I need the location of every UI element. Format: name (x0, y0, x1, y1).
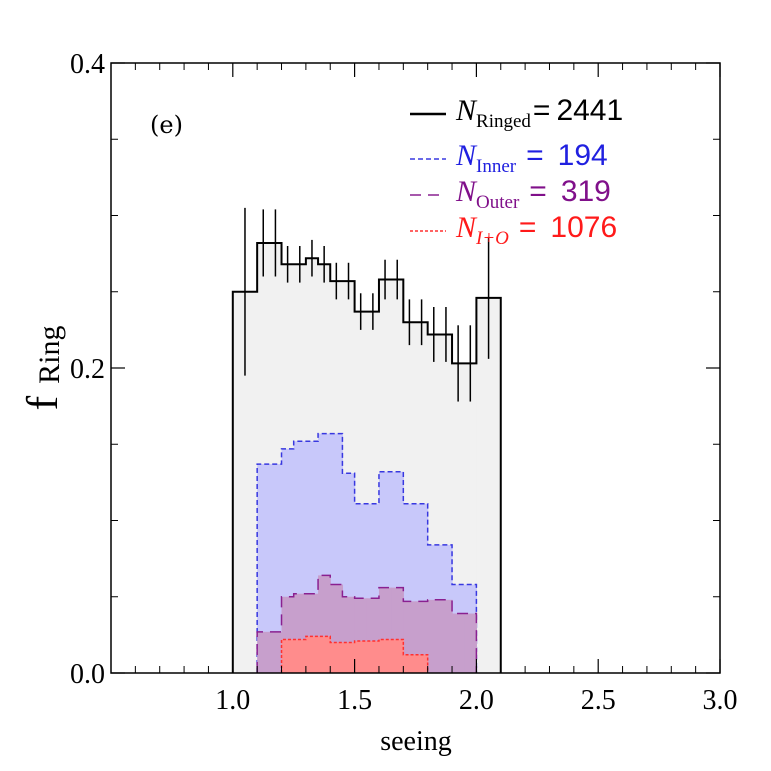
legend-symbol: N (455, 139, 478, 172)
y-axis-title: f Ring (18, 325, 67, 410)
bar-outer (269, 631, 283, 673)
legend-entry-inner: NInner = 194 (455, 139, 608, 177)
legend-count: 194 (558, 139, 608, 172)
bar-outer (427, 599, 441, 673)
x-tick-label: 1.0 (215, 685, 250, 716)
x-tick-label: 1.5 (337, 685, 372, 716)
panel-label: (e) (150, 111, 183, 139)
bar-inner (269, 464, 283, 673)
x-tick-label: 3.0 (703, 685, 738, 716)
bar-outer (439, 599, 453, 673)
bar-inner (257, 464, 270, 673)
histogram-layer (231, 241, 502, 673)
y-tick-label: 0.0 (70, 659, 105, 690)
y-tick-label: 0.2 (70, 354, 105, 385)
bar-i-o (342, 642, 356, 673)
y-tick-label: 0.4 (70, 49, 105, 80)
legend-subscript: I+O (475, 228, 509, 249)
legend-equals: = (526, 139, 544, 172)
bar-i-o (366, 640, 380, 673)
x-tick-label: 2.0 (459, 685, 494, 716)
outline-inner (256, 432, 478, 673)
bar-i-o (415, 654, 429, 673)
bar-i-o (330, 642, 344, 673)
tick-layer: 1.0 1.5 2.0 2.5 3.0 0.0 0.2 0.4 (70, 49, 738, 716)
legend-equals: = (529, 175, 547, 208)
bar-i-o (378, 639, 392, 673)
series-i-o (280, 635, 429, 673)
legend-count: 2441 (556, 94, 623, 127)
legend-count: 1076 (550, 211, 617, 244)
bar-outer (464, 613, 477, 673)
legend-entry-i-o: NI+O = 1076 (455, 211, 617, 249)
legend-entry-outer: NOuter = 319 (455, 175, 611, 213)
bar-i-o (293, 639, 307, 673)
errorbar-layer (244, 207, 490, 402)
legend-equals: = (533, 94, 551, 127)
legend-symbol: N (455, 175, 478, 208)
legend-symbol: N (455, 211, 478, 244)
bar-outer (452, 613, 465, 673)
bar-i-o (281, 639, 295, 673)
legend-entry-ringed: NRinged= 2441 (455, 94, 623, 132)
legend-equals: = (519, 211, 537, 244)
bar-i-o (305, 636, 319, 673)
outline-i-o (280, 635, 429, 673)
bar-outer (257, 631, 270, 673)
y-axis-title-sub: Ring (33, 325, 66, 383)
x-tick-label: 2.5 (581, 685, 616, 716)
legend-symbol: N (455, 94, 478, 127)
bar-ringed (476, 297, 502, 673)
bar-i-o (391, 639, 404, 673)
y-axis-title-main: f (18, 396, 67, 411)
bar-i-o (354, 640, 368, 673)
legend-subscript: Outer (476, 192, 520, 213)
bar-i-o (403, 654, 417, 673)
bar-i-o (318, 636, 331, 673)
outline-outer (256, 574, 478, 673)
legend-subscript: Inner (476, 156, 517, 177)
x-axis-title: seeing (380, 726, 452, 757)
legend-subscript: Ringed (476, 111, 531, 132)
legend-count: 319 (561, 175, 611, 208)
